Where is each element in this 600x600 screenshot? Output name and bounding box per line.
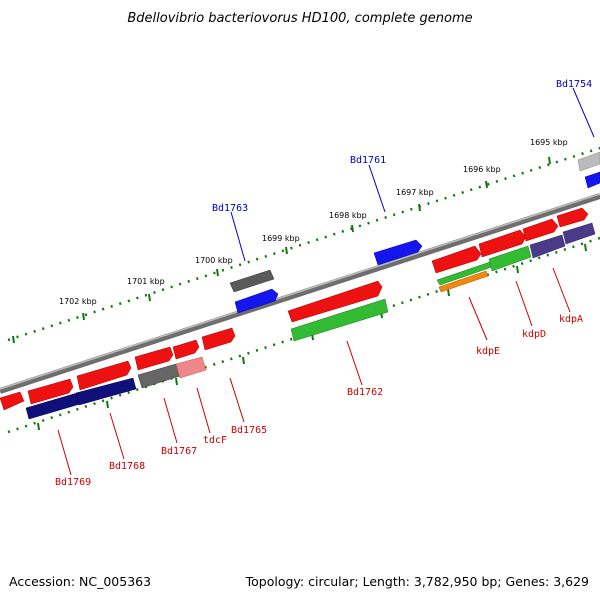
major-ticks — [12, 156, 587, 431]
gene-kdpa — [562, 222, 596, 245]
scale-label: 1695 kbp — [530, 138, 568, 147]
gene-label: Bd1769 — [55, 477, 91, 488]
gene-tdcf — [175, 356, 207, 379]
forward-strand-features — [229, 151, 600, 323]
scale-label: 1696 kbp — [463, 165, 501, 174]
scale-label: 1698 kbp — [329, 211, 367, 220]
scale-label: 1699 kbp — [262, 234, 300, 243]
gene-bd1767-upper — [76, 360, 132, 391]
gene-kdpe-region — [431, 245, 482, 274]
gene-bd1762-green — [290, 298, 389, 342]
gene-kdpd — [529, 234, 566, 259]
gene-label: kdpD — [522, 329, 546, 340]
gene-kdpd-green — [488, 245, 532, 272]
gene-label: Bd1768 — [109, 461, 145, 472]
genome-backbone — [0, 193, 600, 394]
gene-bd1763-pseudo — [229, 269, 275, 293]
gene-label: Bd1763 — [212, 203, 248, 214]
scale-label: 1701 kbp — [127, 277, 165, 286]
gene-bd1768-upper — [27, 378, 74, 405]
gene-bd1768 — [75, 377, 137, 406]
gene-kdpe-orange — [438, 270, 489, 293]
gene-label: Bd1765 — [231, 425, 267, 436]
gene-tdcf-upper-arrow — [172, 339, 200, 360]
gene-label: Bd1767 — [161, 446, 197, 457]
genome-stats-text: Topology: circular; Length: 3,782,950 bp… — [245, 574, 589, 589]
gene-bd1765 — [201, 327, 236, 351]
gene-bd1767-upper-arrow — [134, 346, 174, 371]
scale-label: 1702 kbp — [59, 297, 97, 306]
gene-bd1763 — [234, 288, 279, 314]
accession-text: Accession: NC_005363 — [9, 574, 152, 589]
scale-label: 1697 kbp — [396, 188, 434, 197]
gene-bd1754 — [584, 171, 600, 189]
label-leaders — [57, 87, 595, 476]
gene-label: kdpA — [559, 314, 583, 325]
gene-kdpd-region — [478, 229, 527, 258]
gene-label: Bd1754 — [556, 79, 592, 90]
gene-bd1755 — [556, 207, 589, 228]
map-title: Bdellovibrio bacteriovorus HD100, comple… — [127, 11, 472, 26]
gene-label: kdpE — [476, 346, 500, 357]
genome-backbone-highlight — [0, 193, 600, 390]
gene-bd1761 — [373, 239, 423, 266]
gene-kdpa-region — [522, 218, 559, 242]
gene-bd1769-upper — [0, 391, 25, 411]
scale-labels: 1702 kbp 1701 kbp 1700 kbp 1699 kbp 1698… — [59, 138, 568, 306]
reverse-strand-features — [0, 222, 596, 420]
gene-label: Bd1762 — [347, 387, 383, 398]
gene-bd1754-pseudo — [577, 151, 600, 172]
scale-label: 1700 kbp — [195, 256, 233, 265]
gene-label: tdcF — [203, 435, 227, 446]
gene-label: Bd1761 — [350, 155, 386, 166]
gene-bd1762 — [287, 280, 383, 323]
gene-labels: Bd1763 Bd1761 Bd1754 Bd1769 Bd1768 Bd176… — [55, 79, 592, 488]
